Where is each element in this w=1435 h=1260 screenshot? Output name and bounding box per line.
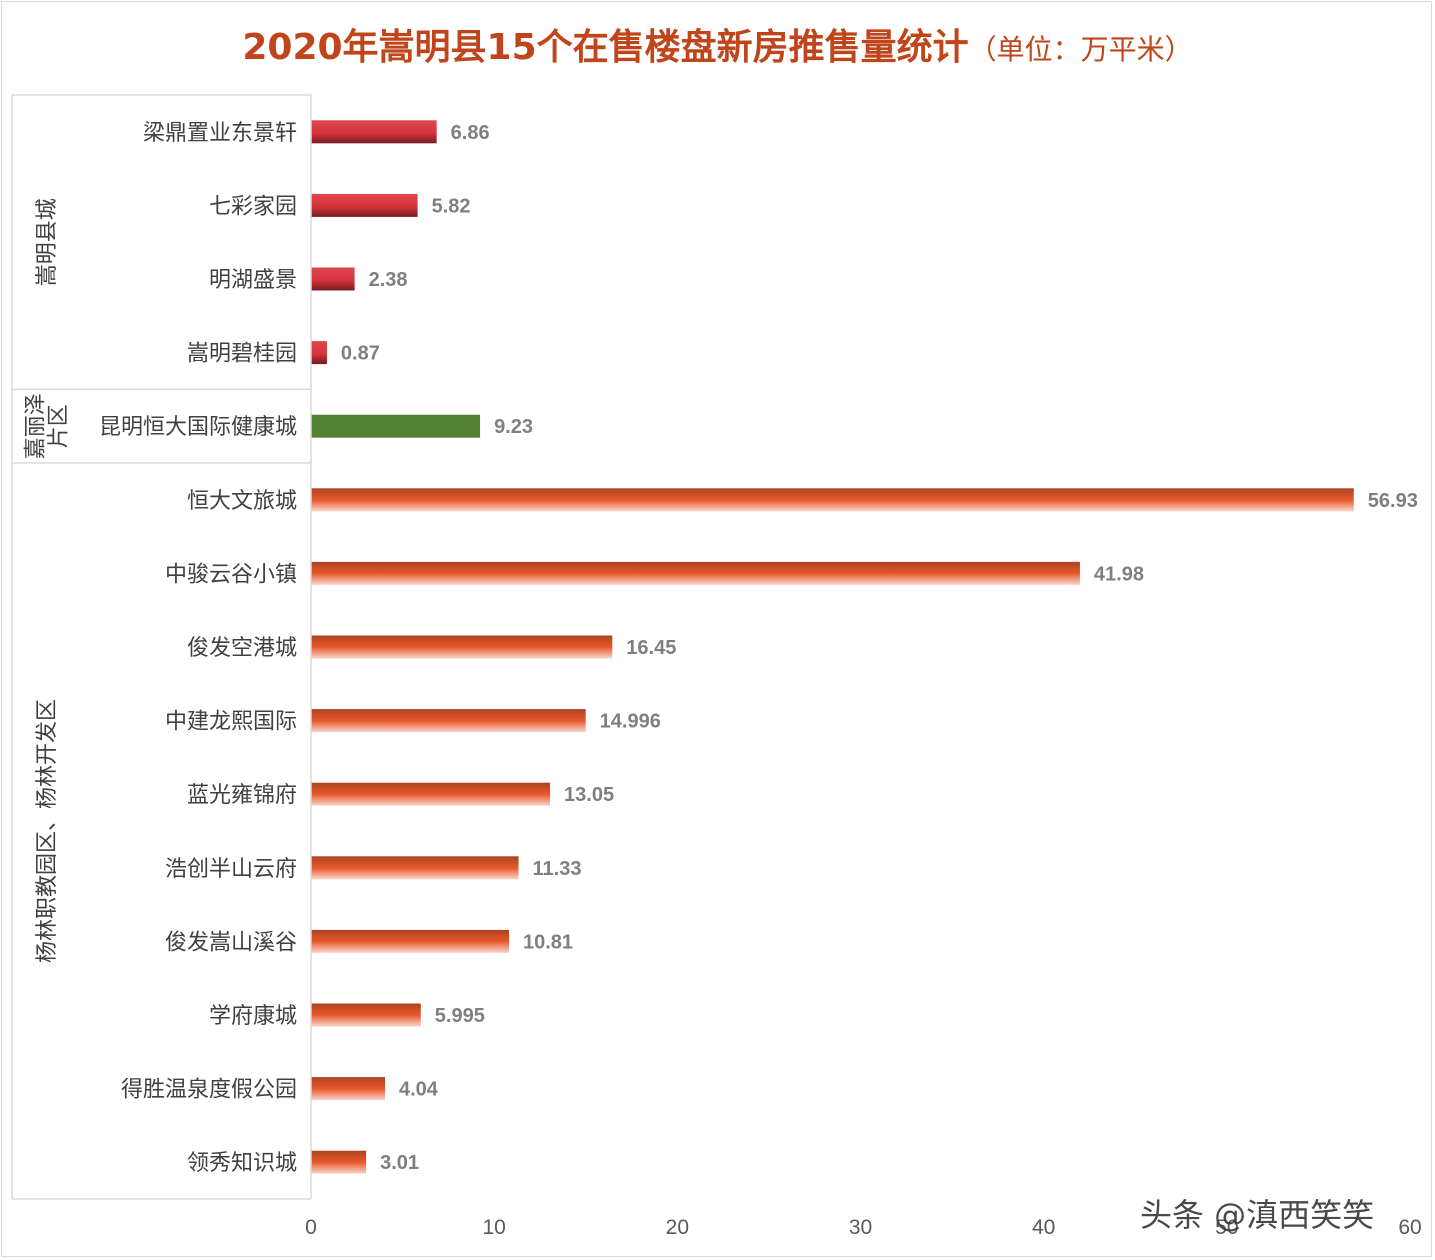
chart-title: 2020年嵩明县15个在售楼盘新房推售量统计（单位：万平米） — [0, 18, 1435, 70]
value-label: 4.04 — [399, 1079, 439, 1101]
bar-浩创半山云府 — [311, 856, 519, 880]
category-label: 昆明恒大国际健康城 — [99, 415, 297, 440]
category-label: 七彩家园 — [209, 194, 297, 219]
group-label: 片区 — [47, 404, 72, 448]
chart-title-unit: （单位：万平米） — [968, 33, 1193, 66]
bar-蓝光雍锦府 — [311, 782, 551, 806]
category-label: 俊发嵩山溪谷 — [165, 930, 297, 955]
x-tick-label: 40 — [1032, 1216, 1055, 1239]
category-label: 学府康城 — [209, 1004, 297, 1029]
x-tick-label: 20 — [666, 1216, 689, 1239]
value-label: 0.87 — [341, 343, 380, 365]
x-tick-label: 10 — [482, 1216, 505, 1239]
value-label: 11.33 — [533, 858, 582, 880]
value-label: 14.996 — [600, 711, 661, 733]
category-label: 中建龙熙国际 — [165, 710, 297, 735]
value-label: 10.81 — [523, 931, 573, 953]
category-label: 得胜温泉度假公园 — [121, 1078, 297, 1103]
bar-昆明恒大国际健康城 — [311, 414, 481, 438]
category-label: 恒大文旅城 — [187, 489, 297, 514]
category-label: 蓝光雍锦府 — [187, 783, 297, 808]
bar-学府康城 — [311, 1003, 421, 1027]
bar-领秀知识城 — [311, 1150, 367, 1174]
group-label: 杨林职教园区、杨林开发区 — [35, 699, 60, 963]
bar-七彩家园 — [311, 193, 418, 217]
bar-嵩明碧桂园 — [311, 341, 327, 365]
group-label: 嘉丽泽 — [24, 393, 49, 459]
value-label: 13.05 — [564, 784, 614, 806]
x-tick-label: 60 — [1398, 1216, 1421, 1239]
value-label: 16.45 — [626, 637, 676, 659]
value-label: 56.93 — [1368, 490, 1418, 512]
category-label: 嵩明碧桂园 — [187, 342, 297, 367]
category-label: 俊发空港城 — [187, 636, 297, 661]
value-label: 6.86 — [451, 122, 490, 144]
watermark: 头条 @滇西笑笑 — [1140, 1196, 1375, 1234]
bar-俊发嵩山溪谷 — [311, 929, 510, 953]
chart-title-main: 2020年嵩明县15个在售楼盘新房推售量统计 — [242, 27, 969, 68]
x-tick-label: 30 — [849, 1216, 872, 1239]
x-tick-label: 50 — [1215, 1216, 1238, 1239]
value-label: 9.23 — [494, 416, 533, 438]
bar-明湖盛景 — [311, 267, 355, 291]
bar-得胜温泉度假公园 — [311, 1077, 385, 1101]
category-label: 领秀知识城 — [187, 1151, 297, 1176]
group-label: 嵩明县城 — [35, 198, 60, 286]
category-label: 中骏云谷小镇 — [165, 562, 297, 587]
value-label: 41.98 — [1094, 563, 1144, 585]
bar-梁鼎置业东景轩 — [311, 120, 437, 144]
value-label: 5.82 — [432, 195, 471, 217]
value-label: 5.995 — [435, 1005, 485, 1027]
bar-俊发空港城 — [311, 635, 613, 659]
bar-中建龙熙国际 — [311, 709, 586, 733]
value-label: 2.38 — [369, 269, 408, 291]
bar-恒大文旅城 — [311, 488, 1354, 512]
category-label: 梁鼎置业东景轩 — [143, 121, 297, 146]
category-label: 浩创半山云府 — [165, 857, 297, 882]
x-tick-label: 0 — [305, 1216, 317, 1239]
bar-中骏云谷小镇 — [311, 561, 1080, 585]
value-label: 3.01 — [380, 1152, 419, 1174]
category-label: 明湖盛景 — [209, 268, 297, 293]
